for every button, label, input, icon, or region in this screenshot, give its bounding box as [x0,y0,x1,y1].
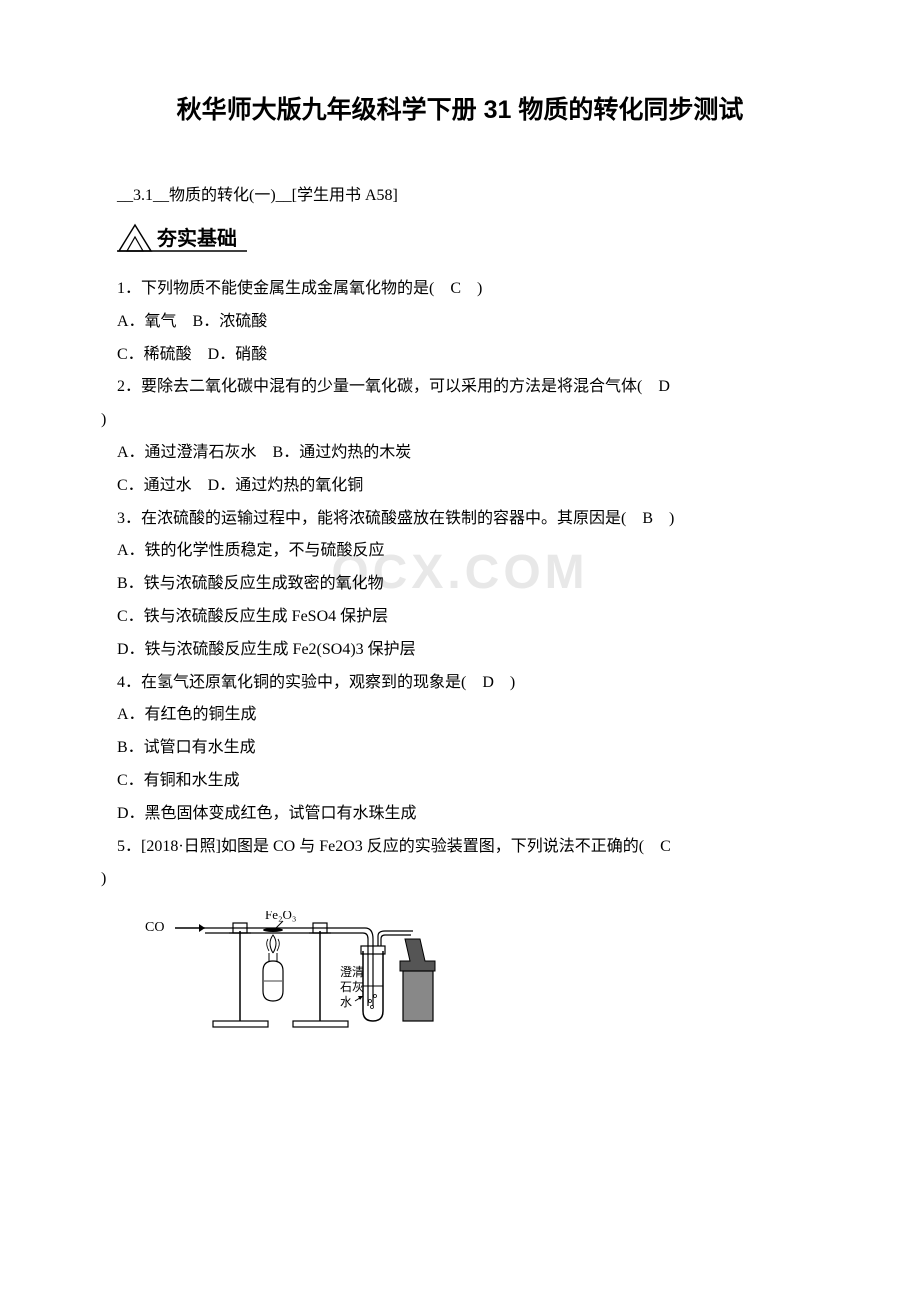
q4-stem: 4．在氢气还原氧化铜的实验中，观察到的现象是( D ) [85,667,835,700]
q3-stem: 3．在浓硫酸的运输过程中，能将浓硫酸盛放在铁制的容器中。其原因是( B ) [85,503,835,536]
liquid-label-2: 石灰 [340,980,364,994]
section-header: 夯实基础 [85,223,835,255]
q1-option-ab: A．氧气 B．浓硫酸 [85,306,835,339]
page-title: 秋华师大版九年级科学下册 31 物质的转化同步测试 [85,90,835,126]
q1-option-cd: C．稀硫酸 D．硝酸 [85,339,835,372]
q4-option-a: A．有红色的铜生成 [85,699,835,732]
q3-option-a: A．铁的化学性质稳定，不与硫酸反应 [85,535,835,568]
experiment-diagram: CO Fe₂O₃ [145,911,835,1046]
liquid-label-3: 水 [340,995,352,1009]
q4-option-c: C．有铜和水生成 [85,765,835,798]
q3-option-b: B．铁与浓硫酸反应生成致密的氧化物 [85,568,835,601]
q3-option-d: D．铁与浓硫酸反应生成 Fe2(SO4)3 保护层 [85,634,835,667]
q2-option-cd: C．通过水 D．通过灼热的氧化铜 [85,470,835,503]
co-label: CO [145,920,164,935]
q1-stem: 1．下列物质不能使金属生成金属氧化物的是( C ) [85,273,835,306]
q2-option-ab: A．通过澄清石灰水 B．通过灼热的木炭 [85,437,835,470]
liquid-label-1: 澄清 [340,964,364,979]
q5-stem-cont: ) [85,863,835,896]
fe2o3-label: Fe₂O₃ [265,911,296,922]
q5-stem: 5．[2018·日照]如图是 CO 与 Fe2O3 反应的实验装置图，下列说法不… [85,831,835,864]
q4-option-b: B．试管口有水生成 [85,732,835,765]
q3-option-c: C．铁与浓硫酸反应生成 FeSO4 保护层 [85,601,835,634]
subtitle: __3.1__物质的转化(一)__[学生用书 A58] [85,181,835,205]
q2-stem: 2．要除去二氧化碳中混有的少量一氧化碳，可以采用的方法是将混合气体( D [85,371,835,404]
q4-option-d: D．黑色固体变成红色，试管口有水珠生成 [85,798,835,831]
q2-stem-cont: ) [85,404,835,437]
section-label-text: 夯实基础 [156,226,237,250]
